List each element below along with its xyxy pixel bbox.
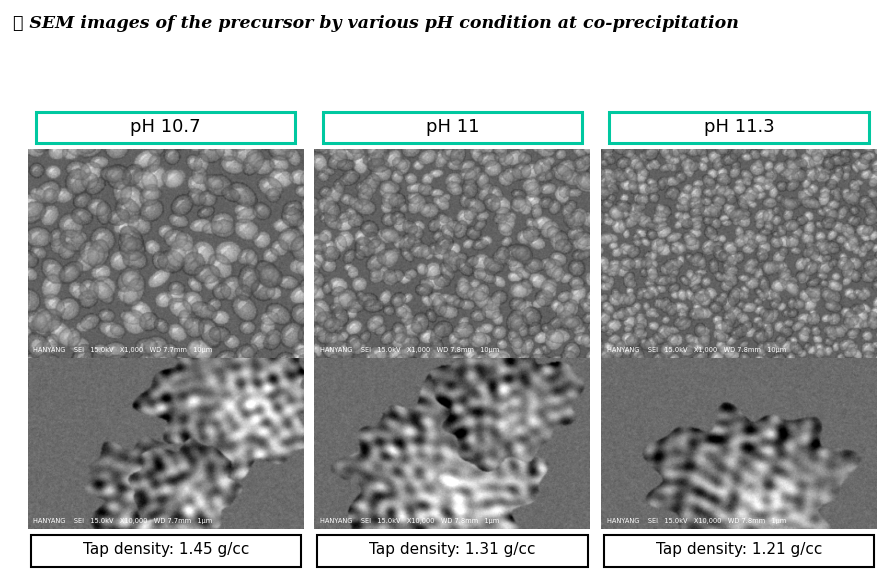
- Text: HANYANG    SEI   15.0kV   X10,000   WD 7.8mm   1μm: HANYANG SEI 15.0kV X10,000 WD 7.8mm 1μm: [320, 518, 499, 524]
- Text: pH 11: pH 11: [426, 118, 479, 136]
- FancyBboxPatch shape: [323, 113, 582, 143]
- Text: HANYANG    SEI   15.0kV   X1,000   WD 7.8mm   10μm: HANYANG SEI 15.0kV X1,000 WD 7.8mm 10μm: [320, 347, 499, 353]
- Text: Tap density: 1.31 g/cc: Tap density: 1.31 g/cc: [369, 542, 536, 557]
- FancyBboxPatch shape: [317, 535, 588, 567]
- Text: HANYANG    SEI   15.0kV   X1,000   WD 7.8mm   10μm: HANYANG SEI 15.0kV X1,000 WD 7.8mm 10μm: [607, 347, 786, 353]
- FancyBboxPatch shape: [30, 535, 301, 567]
- Text: Tap density: 1.21 g/cc: Tap density: 1.21 g/cc: [656, 542, 823, 557]
- Text: pH 10.7: pH 10.7: [131, 118, 201, 136]
- FancyBboxPatch shape: [609, 113, 869, 143]
- Text: Tap density: 1.45 g/cc: Tap density: 1.45 g/cc: [82, 542, 249, 557]
- Text: pH 11.3: pH 11.3: [704, 118, 774, 136]
- FancyBboxPatch shape: [604, 535, 874, 567]
- Text: ❖ SEM images of the precursor by various pH condition at co-precipitation: ❖ SEM images of the precursor by various…: [13, 14, 739, 31]
- FancyBboxPatch shape: [36, 113, 296, 143]
- Text: HANYANG    SEI   15.0kV   X1,000   WD 7.7mm   10μm: HANYANG SEI 15.0kV X1,000 WD 7.7mm 10μm: [33, 347, 212, 353]
- Text: HANYANG    SEI   15.0kV   X10,000   WD 7.8mm   1μm: HANYANG SEI 15.0kV X10,000 WD 7.8mm 1μm: [607, 518, 786, 524]
- Text: HANYANG    SEI   15.0kV   X10,000   WD 7.7mm   1μm: HANYANG SEI 15.0kV X10,000 WD 7.7mm 1μm: [33, 518, 212, 524]
